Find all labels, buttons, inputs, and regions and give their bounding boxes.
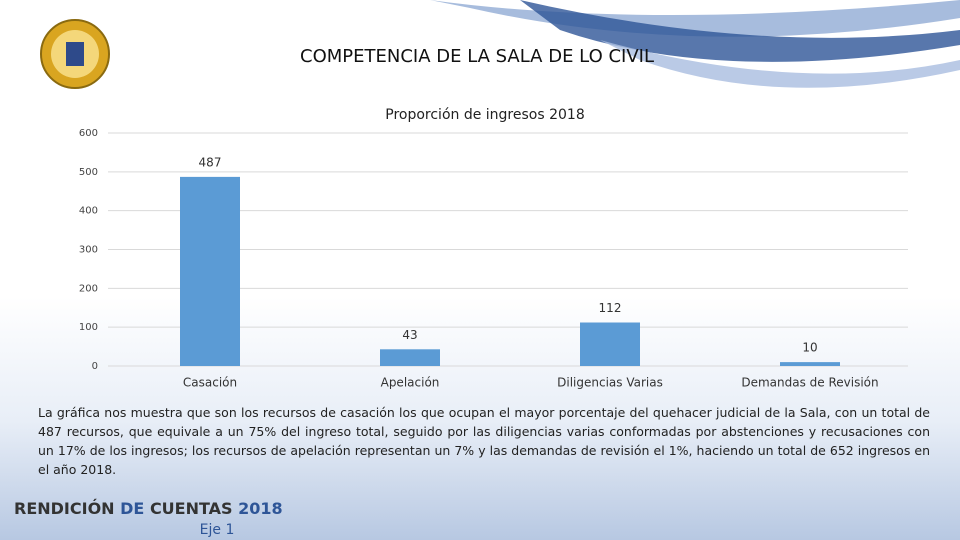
brand: RENDICIÓN DE CUENTAS 2018 <box>14 499 283 518</box>
data-label: 487 <box>199 155 222 169</box>
x-tick-label: Demandas de Revisión <box>741 376 878 390</box>
brand-part: CUENTAS <box>150 499 233 518</box>
slide-title: COMPETENCIA DE LA SALA DE LO CIVIL <box>300 46 654 67</box>
bar <box>380 349 440 366</box>
brand-part: RENDICIÓN <box>14 499 115 518</box>
y-tick-label: 200 <box>79 283 98 294</box>
y-tick-label: 500 <box>79 167 98 178</box>
bar <box>580 322 640 366</box>
y-tick-label: 400 <box>79 206 98 217</box>
bar <box>180 176 240 366</box>
brand-part: DE <box>120 499 144 518</box>
description: La gráfica nos muestra que son los recur… <box>38 405 930 477</box>
x-tick-label: Casación <box>183 376 237 390</box>
header-swoosh <box>430 0 960 37</box>
header-swoosh <box>520 0 960 62</box>
y-tick-label: 600 <box>79 128 98 139</box>
axis-label: Eje 1 <box>200 522 235 538</box>
brand-part: 2018 <box>238 499 283 518</box>
y-tick-label: 0 <box>92 361 98 372</box>
x-tick-label: Diligencias Varias <box>557 376 663 390</box>
header-swoosh <box>600 40 960 88</box>
y-tick-label: 300 <box>79 245 98 256</box>
logo <box>66 42 84 66</box>
x-tick-label: Apelación <box>381 376 440 390</box>
chart-title: Proporción de ingresos 2018 <box>385 107 584 123</box>
data-label: 112 <box>599 301 622 315</box>
bar <box>780 362 840 366</box>
data-label: 10 <box>802 341 817 355</box>
y-tick-label: 100 <box>79 322 98 333</box>
data-label: 43 <box>402 328 417 342</box>
